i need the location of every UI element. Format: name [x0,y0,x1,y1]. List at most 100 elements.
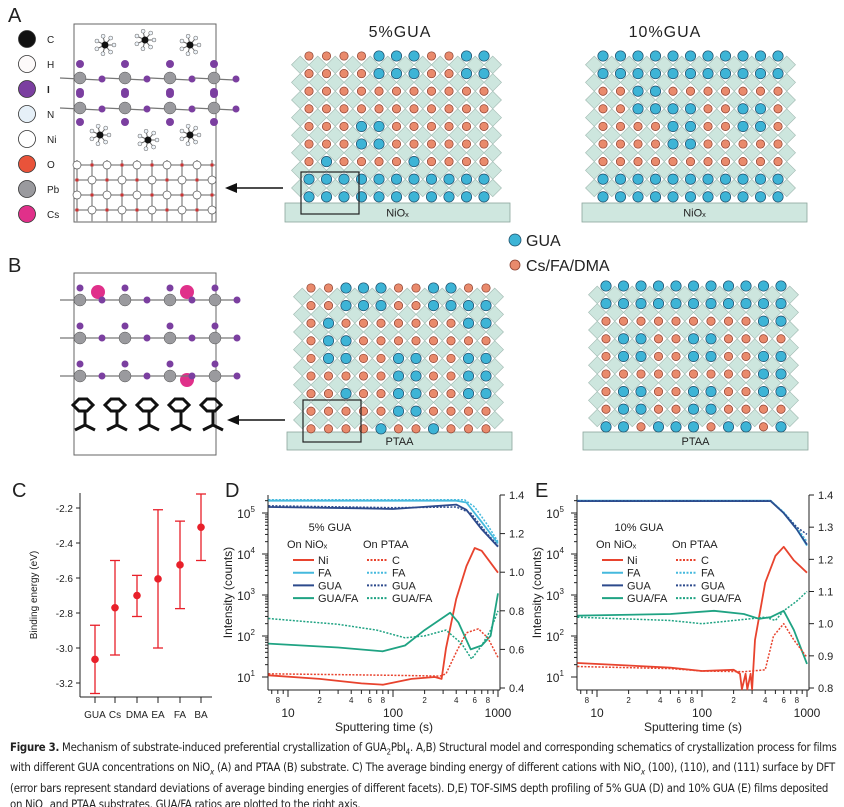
caption-text: x [640,767,645,777]
h-atom [143,128,149,134]
ptaa-backbone [134,397,160,432]
cs-fa-dma-cation [650,139,661,149]
h-atom [193,49,198,55]
cs-fa-dma-cation [393,318,404,328]
legend-label: GUA/FA [318,593,359,605]
gua-cation [635,333,647,345]
i-atom [76,360,84,368]
gua-cation [478,191,490,203]
right-tick-label: 0.8 [818,683,833,695]
cs-fa-dma-cation [706,369,716,379]
gua-cation [649,68,662,80]
pb-atom [73,101,87,115]
gua-cation [322,317,335,329]
gua-cation [617,403,630,415]
pb-atom [118,101,132,115]
gua-cation [408,191,420,203]
cs-fa-dma-cation [323,283,334,293]
caption-text: Mechanism of substrate-induced preferent… [59,741,387,754]
y-axis-label: Intensity (counts) [530,547,544,638]
cs-fa-dma-cation [426,104,437,114]
caption-text: 4 [405,747,411,757]
cs-fa-dma-cation [426,157,437,167]
i-atom [188,334,196,342]
cs-fa-dma-cation [688,369,699,379]
octahedron [620,178,639,198]
cs-fa-dma-cation [426,51,437,61]
gua-cation [687,421,700,433]
cs-fa-dma-cation [706,422,716,432]
gua-cation [775,315,787,327]
y-tick-label: 105 [237,505,255,521]
cs-fa-dma-cation [358,318,369,328]
pb-atom [118,369,132,383]
right-tick-label: 1.0 [818,619,833,631]
gua-cation [775,298,787,310]
h-atom [196,42,202,48]
cs-fa-dma-cation [653,334,664,344]
cs-fa-dma-cation [374,86,384,96]
octahedron [431,178,450,198]
cs-fa-dma-cation [428,353,439,363]
legend-label: FA [701,568,715,580]
substrate-layer [582,431,809,451]
ni-atom [207,205,217,215]
cs-fa-dma-cation [723,334,734,344]
x-minor-tick-label: 6 [472,696,477,705]
series-line-ptaa-gua-fa [268,610,499,660]
pb-atom [163,293,177,307]
octahedron [310,410,329,430]
cs-fa-dma-cation [741,404,751,414]
gua-cation [684,120,697,132]
cs-fa-dma-cation [723,316,734,326]
data-point [91,655,99,664]
cs-fa-dma-cation [374,157,384,167]
h-atom [140,28,146,34]
gua-cation [737,68,749,80]
ni-atom [117,205,127,215]
gua-cation [600,421,612,433]
gua-cation [425,191,438,203]
gua-cation [684,138,697,150]
cs-fa-dma-cation [598,139,608,149]
cs-fa-dma-cation [304,157,314,167]
gua-cation [445,282,457,294]
cs-fa-dma-cation [703,104,713,114]
cs-fa-dma-cation [755,86,766,96]
cs-fa-dma-cation [618,316,629,326]
octahedron [433,410,452,430]
cs-fa-dma-cation [306,318,316,328]
right-tick-label: 0.9 [818,651,833,663]
cs-fa-dma-cation [411,301,421,311]
zoom-region-box [302,399,362,443]
cs-fa-dma-cation [391,139,402,149]
series-line-niox-gua-fa [577,609,808,665]
ni-atom [162,160,172,170]
cs-fa-dma-cation [773,86,783,96]
legend-label: Ni [318,555,328,567]
gua-cation [740,298,752,310]
gua-cation [775,421,787,433]
y-tick-exponent: 4 [250,546,255,555]
cs-fa-dma-cation [720,121,731,131]
zoom-region-box [300,171,360,215]
h-atom [100,33,106,39]
gua-cation [303,191,315,203]
atom-i-marker [18,80,36,98]
right-tick-label: 1.0 [509,567,524,579]
octahedron [291,178,310,198]
gua-cation [684,50,697,62]
h-atom [95,141,101,147]
cs-fa-dma-cation [720,139,731,149]
i-atom [76,322,84,330]
gua-cation [375,423,387,435]
series-line-niox-gua [268,503,499,548]
cs-fa-dma-cation [341,424,351,434]
octahedron [326,178,345,198]
cs-fa-dma-cation [321,51,332,61]
cs-fa-dma-cation [461,139,472,149]
cs-fa-dma-cation [356,51,367,61]
cs-fa-dma-cation [358,371,369,381]
i-atom [76,284,84,292]
h-atom [137,141,143,147]
